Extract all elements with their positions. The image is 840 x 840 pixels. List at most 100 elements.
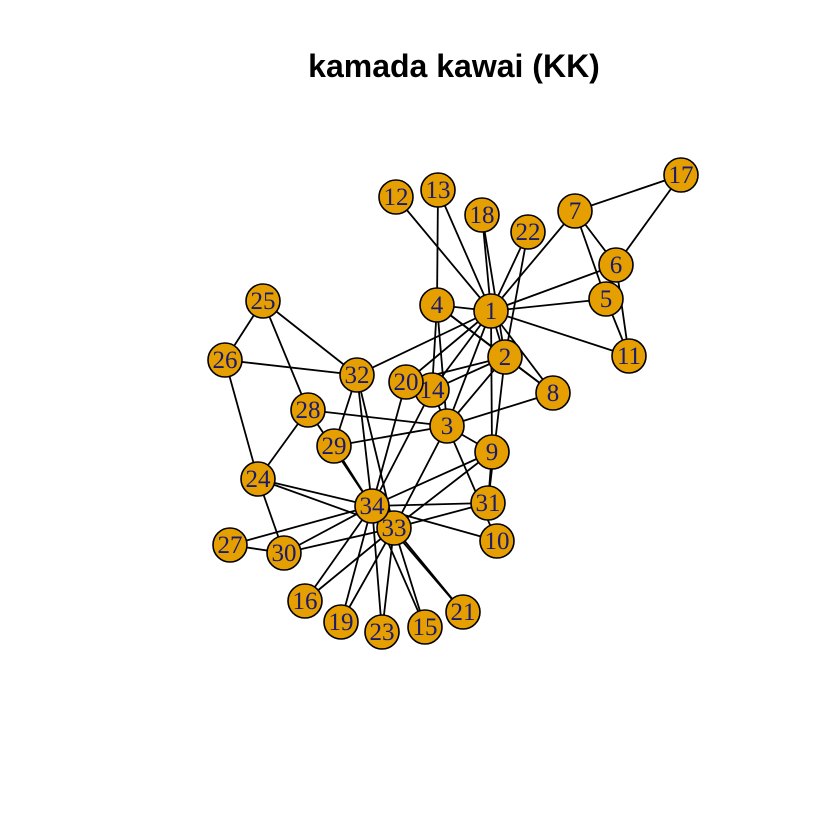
node-21: 21 [445, 594, 481, 630]
node-label: 11 [617, 343, 641, 370]
node-17: 17 [663, 157, 699, 193]
node-circle [588, 281, 624, 317]
node-circle [407, 609, 443, 645]
node-label: 5 [600, 286, 613, 313]
node-circle [474, 434, 510, 470]
node-label: 15 [413, 614, 438, 641]
node-circle [487, 339, 523, 375]
node-circle [376, 510, 412, 546]
node-circle [510, 214, 546, 250]
node-23: 23 [364, 614, 400, 650]
node-circle [378, 179, 414, 215]
node-label: 21 [451, 599, 476, 626]
node-label: 34 [360, 493, 386, 520]
node-circle [339, 357, 375, 393]
node-circle [364, 614, 400, 650]
node-11: 11 [611, 338, 647, 374]
node-27: 27 [212, 527, 248, 563]
node-circle [663, 157, 699, 193]
edge-4-13 [436, 189, 439, 306]
edge-2-31 [487, 356, 506, 504]
node-label: 10 [485, 528, 510, 555]
node-label: 17 [669, 162, 694, 189]
node-label: 13 [426, 177, 451, 204]
edge-19-33 [340, 527, 395, 623]
node-label: 18 [470, 202, 495, 229]
node-circle [479, 523, 515, 559]
node-circle [287, 583, 323, 619]
node-28: 28 [290, 392, 326, 428]
edge-3-4 [436, 304, 448, 427]
node-4: 4 [419, 287, 455, 323]
edge-25-28 [262, 300, 309, 411]
edge-1-7 [490, 210, 576, 312]
node-19: 19 [323, 604, 359, 640]
node-circle [290, 392, 326, 428]
node-circle [557, 193, 593, 229]
node-label: 25 [251, 288, 276, 315]
node-label: 31 [476, 490, 501, 517]
node-8: 8 [535, 375, 571, 411]
node-33: 33 [376, 510, 412, 546]
edge-9-33 [393, 451, 493, 529]
edge-9-34 [371, 451, 493, 507]
edge-16-34 [304, 505, 373, 602]
edge-26-32 [224, 359, 358, 376]
edge-27-34 [229, 505, 373, 546]
node-34: 34 [354, 488, 390, 524]
edge-1-11 [490, 310, 630, 357]
edge-3-33 [393, 425, 448, 529]
node-label: 24 [246, 466, 272, 493]
node-20: 20 [388, 364, 424, 400]
edge-6-17 [615, 174, 682, 266]
edge-2-18 [481, 214, 506, 358]
node-circle [266, 535, 302, 571]
edge-1-9 [490, 310, 493, 453]
node-circle [464, 197, 500, 233]
edge-1-13 [437, 189, 492, 312]
node-26: 26 [207, 342, 243, 378]
node-circle [420, 172, 456, 208]
node-circle [445, 594, 481, 630]
node-circle [611, 338, 647, 374]
node-circle [598, 247, 634, 283]
edge-3-10 [446, 425, 498, 542]
node-circle [470, 485, 506, 521]
node-30: 30 [266, 535, 302, 571]
edge-1-32 [356, 310, 492, 376]
node-22: 22 [510, 214, 546, 250]
node-label: 7 [569, 198, 582, 225]
node-10: 10 [479, 523, 515, 559]
node-circle [316, 428, 352, 464]
node-24: 24 [240, 461, 276, 497]
node-label: 8 [547, 380, 560, 407]
node-label: 30 [272, 540, 297, 567]
edge-23-34 [371, 505, 383, 633]
node-circle [207, 342, 243, 378]
node-9: 9 [474, 434, 510, 470]
edge-30-33 [283, 527, 395, 554]
node-circle [354, 488, 390, 524]
edge-25-32 [262, 300, 358, 376]
node-label: 3 [441, 413, 454, 440]
edge-3-8 [446, 392, 554, 427]
graph-title: kamada kawai (KK) [308, 48, 600, 84]
node-29: 29 [316, 428, 352, 464]
node-label: 32 [345, 362, 370, 389]
node-2: 2 [487, 339, 523, 375]
node-18: 18 [464, 197, 500, 233]
edge-14-34 [371, 389, 433, 507]
node-circle [388, 364, 424, 400]
edge-19-34 [340, 505, 373, 623]
edge-3-28 [307, 409, 448, 427]
node-label: 1 [485, 298, 498, 325]
node-label: 2 [499, 344, 512, 371]
node-7: 7 [557, 193, 593, 229]
edge-16-33 [304, 527, 395, 602]
node-label: 6 [610, 252, 623, 279]
node-circle [419, 287, 455, 323]
node-circle [429, 408, 465, 444]
node-6: 6 [598, 247, 634, 283]
node-12: 12 [378, 179, 414, 215]
